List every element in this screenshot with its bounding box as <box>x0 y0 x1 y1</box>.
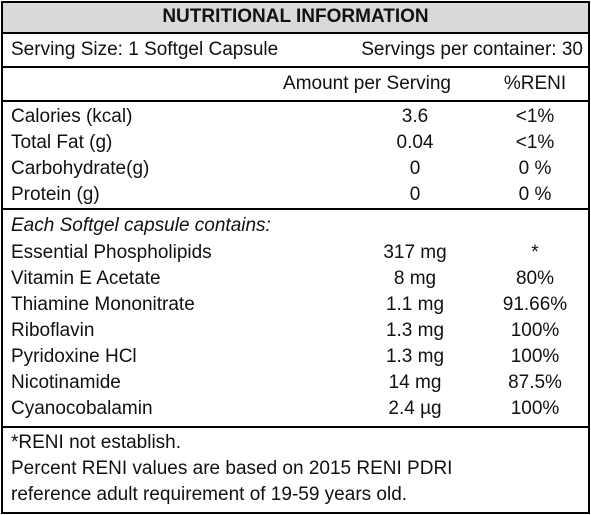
contents-heading: Each Softgel capsule contains: <box>11 215 271 236</box>
nutrient-name: Riboflavin <box>11 320 95 341</box>
divider <box>1 208 590 210</box>
nutrient-name: Cyanocobalamin <box>11 398 153 419</box>
amount: 8 mg <box>393 268 437 289</box>
nutrient-name: Vitamin E Acetate <box>11 268 161 289</box>
nutrient-name: Calories (kcal) <box>11 106 133 127</box>
nutrient-name: Nicotinamide <box>11 372 121 393</box>
reni: * <box>531 242 539 263</box>
reni: 0 % <box>518 184 552 205</box>
footer-line: Percent RENI values are based on 2015 RE… <box>11 458 453 479</box>
amount-header: Amount per Serving <box>283 73 451 94</box>
amount: 0.04 <box>396 132 434 153</box>
reni: 0 % <box>518 158 552 179</box>
divider <box>1 426 590 428</box>
amount: 2.4 µg <box>388 398 442 419</box>
reni: <1% <box>515 132 555 153</box>
nutrient-name: Essential Phospholipids <box>11 242 212 263</box>
reni: 87.5% <box>508 372 562 393</box>
amount: 0 <box>409 158 421 179</box>
reni: <1% <box>515 106 555 127</box>
divider <box>1 100 590 102</box>
nutrient-name: Carbohydrate(g) <box>11 158 150 179</box>
footer-line: *RENI not establish. <box>11 432 182 453</box>
nutrient-name: Total Fat (g) <box>11 132 113 153</box>
divider <box>1 66 590 68</box>
reni: 100% <box>510 320 560 341</box>
reni: 80% <box>515 268 555 289</box>
serving-size: Serving Size: 1 Softgel Capsule <box>11 39 279 60</box>
divider <box>1 32 590 34</box>
amount: 3.6 <box>401 106 429 127</box>
reni: 91.66% <box>502 294 568 315</box>
amount: 0 <box>409 184 421 205</box>
amount: 1.3 mg <box>385 346 445 367</box>
amount: 14 mg <box>388 372 442 393</box>
amount: 317 mg <box>383 242 447 263</box>
footer-line: reference adult requirement of 19-59 yea… <box>11 484 408 505</box>
reni: 100% <box>510 346 560 367</box>
amount: 1.3 mg <box>385 320 445 341</box>
reni: 100% <box>510 398 560 419</box>
amount: 1.1 mg <box>385 294 445 315</box>
nutrient-name: Protein (g) <box>11 184 100 205</box>
servings-per-container: Servings per container: 30 <box>361 39 583 60</box>
title: NUTRITIONAL INFORMATION <box>162 6 429 27</box>
reni-header: %RENI <box>503 73 567 94</box>
nutrient-name: Pyridoxine HCl <box>11 346 137 367</box>
title-bar <box>3 3 588 32</box>
nutrient-name: Thiamine Mononitrate <box>11 294 195 315</box>
